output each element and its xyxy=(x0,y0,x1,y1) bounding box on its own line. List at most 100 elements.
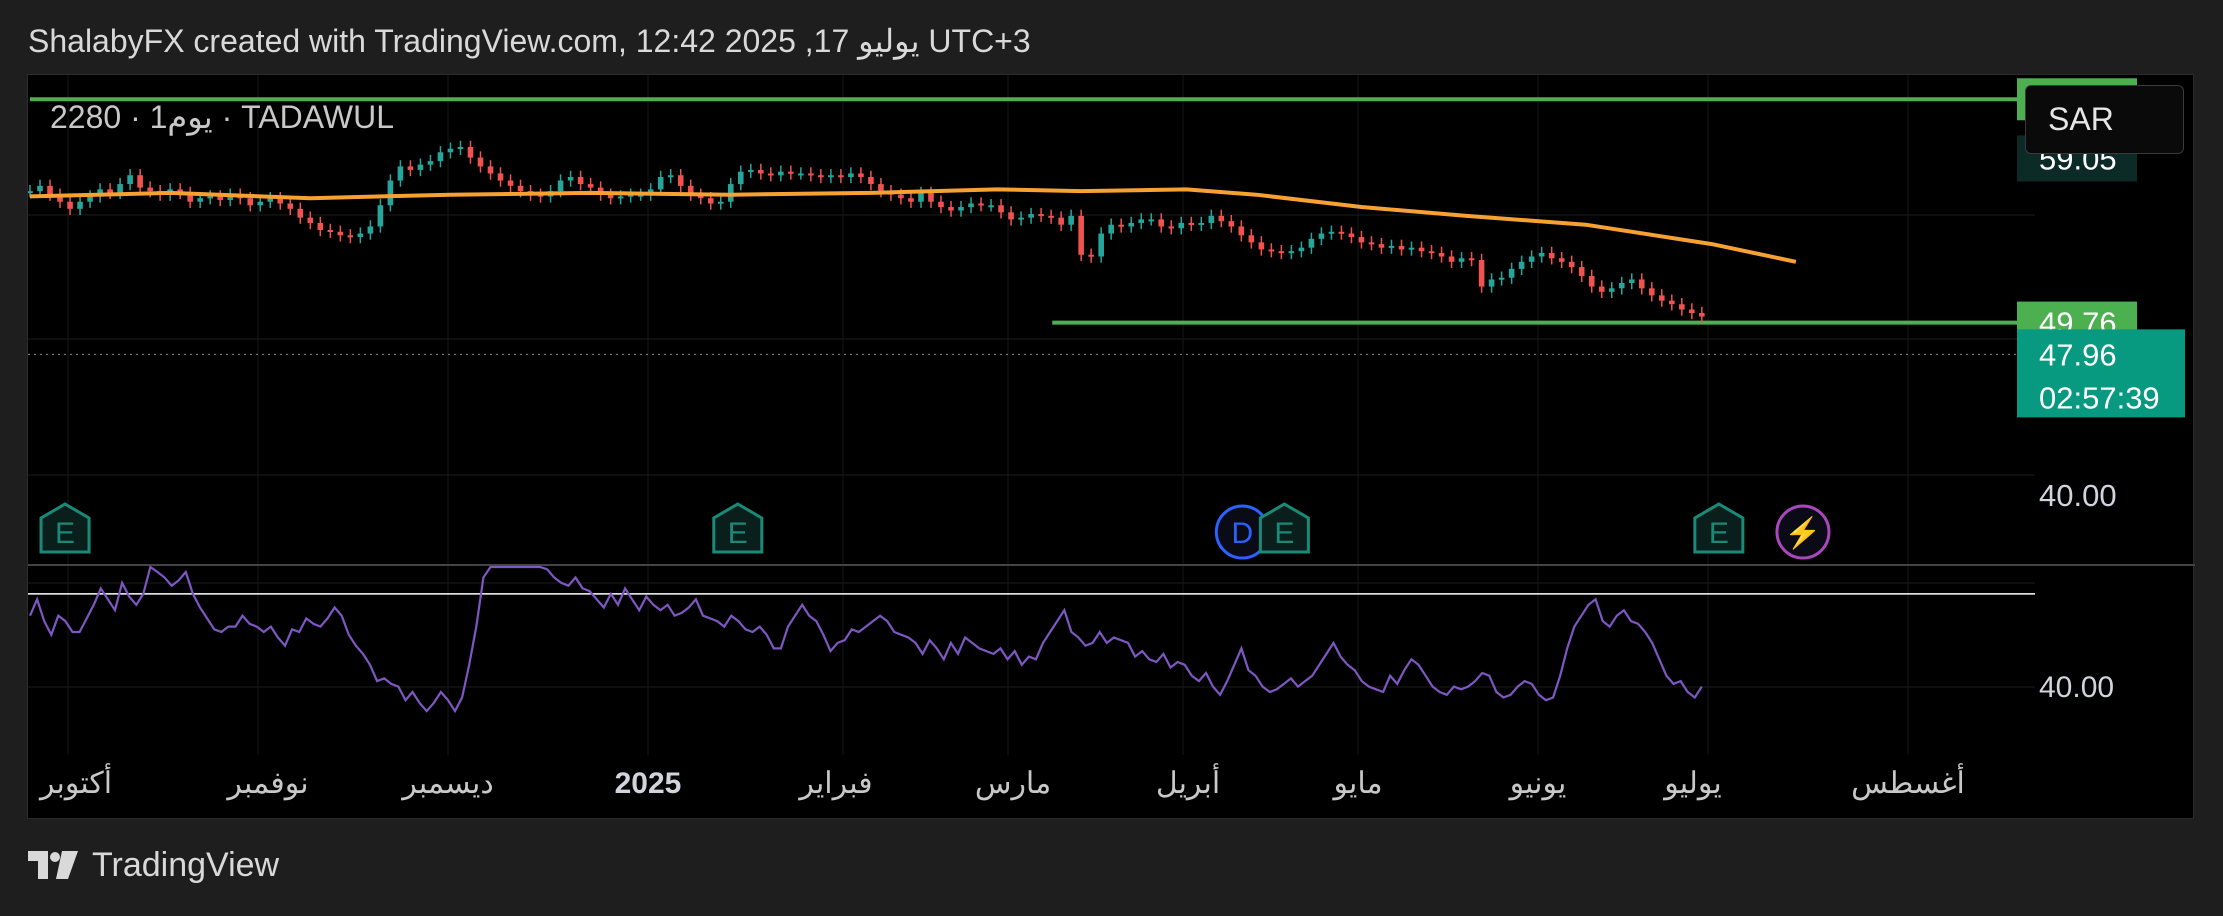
candle xyxy=(347,235,354,238)
candle xyxy=(808,173,814,176)
candle xyxy=(818,175,824,178)
candle xyxy=(337,231,344,236)
rsi-axis-label: 40.00 xyxy=(2039,671,2114,704)
candle xyxy=(1658,295,1665,301)
candle xyxy=(1298,247,1305,252)
event-marker-split[interactable]: ⚡ xyxy=(1775,504,1831,560)
candle xyxy=(407,166,414,170)
candle xyxy=(657,177,664,190)
x-axis-label: أغسطس xyxy=(1851,763,1965,801)
x-axis-label: نوفمبر xyxy=(225,767,308,801)
candle xyxy=(798,173,804,176)
candle xyxy=(57,194,63,202)
candle xyxy=(908,198,914,202)
price-axis-label: 40.00 xyxy=(2039,478,2117,513)
currency-selector[interactable]: SAR xyxy=(2025,85,2184,154)
candle xyxy=(1608,288,1615,292)
candle xyxy=(1689,309,1695,314)
candle xyxy=(377,205,384,227)
candle xyxy=(1679,304,1685,310)
candle xyxy=(868,177,874,185)
event-marker-earnings[interactable]: E xyxy=(712,502,764,554)
candle xyxy=(737,171,744,185)
candle xyxy=(1518,261,1525,269)
event-label: ⚡ xyxy=(1784,515,1821,551)
candle xyxy=(227,194,234,200)
candle xyxy=(477,157,484,167)
price-tag-text: 47.96 xyxy=(2039,337,2117,372)
event-marker-earnings[interactable]: E xyxy=(39,502,91,554)
footer-brand: TradingView xyxy=(92,846,280,884)
candle xyxy=(938,201,944,208)
candle xyxy=(107,189,113,193)
candle xyxy=(1628,279,1635,283)
candle xyxy=(427,161,434,165)
candle xyxy=(1038,214,1044,217)
candle xyxy=(878,184,884,192)
candle xyxy=(1618,283,1625,289)
candle xyxy=(1168,226,1175,229)
candle xyxy=(47,185,53,195)
candle xyxy=(1578,267,1585,276)
candle xyxy=(1058,217,1064,225)
candle xyxy=(918,192,924,202)
candle xyxy=(717,201,724,204)
event-label: E xyxy=(55,517,75,550)
candle xyxy=(127,175,133,185)
candle xyxy=(297,208,304,218)
candle xyxy=(1638,279,1645,289)
event-marker-earnings[interactable]: E xyxy=(1693,502,1745,554)
candle xyxy=(177,189,183,193)
candle xyxy=(1248,235,1255,243)
candle xyxy=(1458,258,1465,262)
candle xyxy=(257,201,264,206)
chart-credit-header: ShalabyFX created with TradingView.com, … xyxy=(28,23,1031,59)
candle xyxy=(1648,288,1655,296)
event-label: E xyxy=(1274,517,1294,550)
candle xyxy=(1018,217,1024,220)
candle xyxy=(317,222,324,230)
candle xyxy=(1508,268,1515,278)
candle xyxy=(1598,286,1605,292)
symbol-info: 2280 · 1يوم · TADAWUL xyxy=(50,99,394,135)
x-axis-label: مايو xyxy=(1331,767,1382,801)
candle xyxy=(1398,245,1405,250)
candle xyxy=(928,192,934,202)
candle xyxy=(1108,224,1114,234)
candle xyxy=(247,198,254,206)
candle xyxy=(467,146,474,158)
candle xyxy=(367,226,374,234)
candle xyxy=(117,184,123,193)
candle xyxy=(307,217,314,223)
candle xyxy=(697,194,704,199)
candle xyxy=(557,180,564,192)
candle xyxy=(487,166,494,174)
candle xyxy=(1318,233,1325,239)
candle xyxy=(217,196,224,200)
candle xyxy=(1008,212,1014,220)
candle xyxy=(1498,277,1505,280)
event-marker-earnings[interactable]: E xyxy=(1258,502,1310,554)
candle xyxy=(687,185,694,195)
candle xyxy=(978,203,984,206)
candle xyxy=(1118,224,1124,227)
candle xyxy=(497,173,504,181)
candle xyxy=(617,196,624,199)
candle xyxy=(1158,219,1165,227)
candle xyxy=(627,194,634,197)
x-axis-label: يوليو xyxy=(1662,767,1722,801)
event-label: D xyxy=(1231,517,1253,550)
candle xyxy=(1388,245,1395,248)
candle xyxy=(277,198,284,204)
candle xyxy=(948,207,954,211)
candle xyxy=(1178,222,1185,229)
candle xyxy=(968,203,974,208)
candle xyxy=(1048,215,1054,218)
candle xyxy=(1528,256,1535,262)
candle xyxy=(1288,251,1295,254)
footer-logo[interactable]: TradingView xyxy=(28,846,279,885)
candle xyxy=(1148,219,1155,222)
earnings-icon xyxy=(39,502,91,554)
